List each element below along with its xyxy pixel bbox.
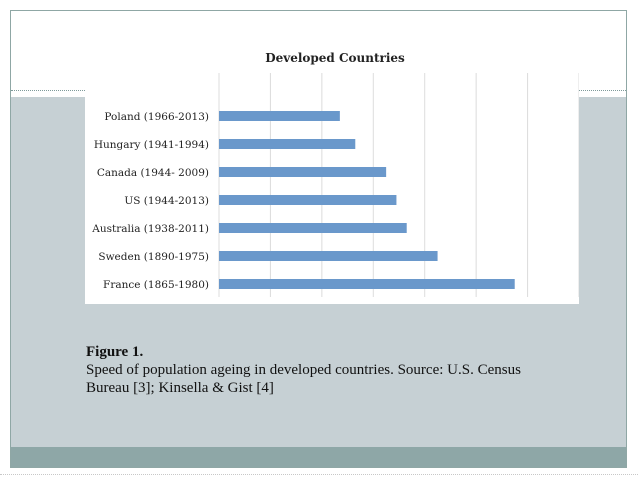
bar xyxy=(219,223,407,233)
gridlines xyxy=(218,73,579,297)
category-label: Poland (1966-2013) xyxy=(104,111,209,123)
category-label: Hungary (1941-1994) xyxy=(94,139,209,151)
divider-right xyxy=(552,90,626,91)
footer-band xyxy=(11,447,626,467)
category-label: Sweden (1890-1975) xyxy=(98,251,209,263)
caption-title: Figure 1. xyxy=(86,344,144,360)
chart-title: Developed Countries xyxy=(265,51,405,65)
chart-figure: Developed Countries Poland (1966-2013) Hu… xyxy=(85,33,579,304)
caption-text: Speed of population ageing in developed … xyxy=(86,362,521,396)
bar xyxy=(219,279,515,289)
slide-frame: Developed Countries Poland (1966-2013) Hu… xyxy=(10,10,627,468)
category-labels: Poland (1966-2013) Hungary (1941-1994) Can… xyxy=(91,111,209,291)
bar xyxy=(219,251,438,261)
category-label: France (1865-1980) xyxy=(103,279,209,291)
category-label: Canada (1944- 2009) xyxy=(97,167,209,179)
bar xyxy=(219,111,340,121)
bar xyxy=(219,167,387,177)
bars xyxy=(219,111,515,289)
bar xyxy=(219,195,397,205)
category-label: US (1944-2013) xyxy=(124,195,209,207)
bar xyxy=(219,139,356,149)
bar-chart: Developed Countries Poland (1966-2013) Hu… xyxy=(91,51,579,297)
figure-caption: Figure 1. Speed of population ageing in … xyxy=(86,343,566,397)
bottom-divider xyxy=(0,474,638,475)
divider-left xyxy=(11,90,85,91)
category-label: Australia (1938-2011) xyxy=(91,223,209,235)
